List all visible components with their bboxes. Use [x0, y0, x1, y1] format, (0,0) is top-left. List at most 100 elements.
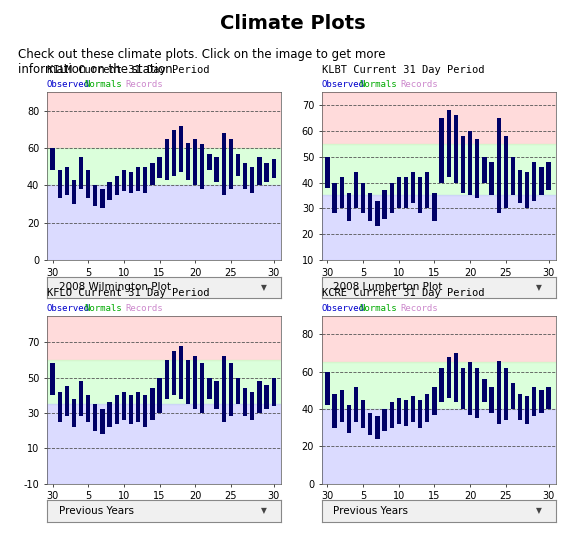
- Bar: [525, 172, 529, 209]
- Bar: [325, 157, 329, 188]
- Bar: [497, 118, 501, 214]
- Bar: [411, 172, 415, 203]
- Bar: [157, 378, 161, 413]
- Bar: [511, 383, 515, 409]
- Bar: [129, 172, 133, 193]
- Bar: [236, 378, 240, 404]
- Bar: [47, 92, 281, 148]
- Bar: [432, 387, 436, 415]
- Text: 2008 Wilmington Plot: 2008 Wilmington Plot: [58, 282, 170, 292]
- Bar: [532, 387, 536, 416]
- Bar: [375, 416, 380, 439]
- Bar: [383, 409, 387, 432]
- Bar: [322, 92, 556, 144]
- Bar: [143, 167, 147, 193]
- Bar: [468, 131, 472, 196]
- Bar: [368, 193, 373, 221]
- Text: Records: Records: [401, 80, 438, 89]
- Text: Observed: Observed: [47, 304, 90, 313]
- Bar: [322, 196, 556, 260]
- Bar: [236, 154, 240, 176]
- Bar: [425, 172, 429, 209]
- Bar: [115, 176, 119, 195]
- Text: ▼: ▼: [536, 283, 542, 292]
- Bar: [490, 387, 494, 413]
- Bar: [79, 158, 83, 189]
- Bar: [229, 363, 233, 416]
- Bar: [347, 193, 351, 221]
- Bar: [322, 362, 556, 409]
- Bar: [390, 401, 394, 428]
- Text: ▼: ▼: [536, 506, 542, 515]
- Bar: [157, 158, 161, 178]
- Text: Normals: Normals: [360, 304, 397, 313]
- Bar: [468, 362, 472, 415]
- Bar: [108, 182, 112, 200]
- Text: 2008 Lumberton Plot: 2008 Lumberton Plot: [333, 282, 443, 292]
- X-axis label: January 2010: January 2010: [407, 279, 471, 289]
- Bar: [439, 368, 444, 401]
- Text: ▼: ▼: [261, 506, 267, 515]
- Bar: [257, 158, 261, 186]
- Bar: [136, 167, 140, 191]
- Text: KLBT Current 31 Day Period: KLBT Current 31 Day Period: [322, 65, 484, 75]
- Bar: [193, 139, 197, 186]
- Bar: [446, 357, 451, 398]
- Bar: [72, 399, 76, 427]
- Bar: [122, 392, 126, 420]
- Text: KCRE Current 31 Day Period: KCRE Current 31 Day Period: [322, 288, 484, 299]
- Bar: [264, 163, 269, 182]
- Bar: [404, 177, 408, 209]
- Bar: [100, 409, 105, 434]
- Bar: [446, 110, 451, 177]
- Bar: [164, 139, 169, 180]
- Bar: [322, 144, 556, 196]
- Bar: [193, 357, 197, 409]
- Bar: [207, 378, 212, 399]
- Bar: [250, 167, 254, 193]
- X-axis label: January 2010: January 2010: [132, 279, 196, 289]
- Bar: [257, 381, 261, 413]
- Bar: [179, 126, 183, 172]
- Bar: [475, 139, 480, 198]
- Text: Observed: Observed: [322, 304, 365, 313]
- Text: Climate Plots: Climate Plots: [220, 14, 365, 33]
- Bar: [475, 368, 480, 418]
- Bar: [215, 158, 219, 182]
- Text: Records: Records: [126, 80, 163, 89]
- Bar: [50, 363, 54, 395]
- Bar: [50, 148, 54, 170]
- Bar: [179, 346, 183, 399]
- Bar: [136, 392, 140, 421]
- Bar: [186, 360, 190, 404]
- Bar: [250, 392, 254, 420]
- Bar: [332, 394, 337, 428]
- Bar: [454, 116, 458, 183]
- Bar: [129, 395, 133, 424]
- Bar: [347, 405, 351, 433]
- Bar: [47, 316, 281, 360]
- Bar: [215, 381, 219, 409]
- Bar: [383, 190, 387, 219]
- Text: Normals: Normals: [85, 80, 122, 89]
- Bar: [57, 392, 62, 421]
- Bar: [490, 162, 494, 196]
- Text: Observed: Observed: [322, 80, 365, 89]
- Bar: [497, 361, 501, 424]
- Bar: [375, 201, 380, 226]
- Text: Records: Records: [401, 304, 438, 313]
- Bar: [200, 363, 205, 413]
- Text: Observed: Observed: [47, 80, 90, 89]
- Bar: [332, 183, 337, 214]
- Bar: [93, 186, 98, 206]
- Text: Normals: Normals: [85, 304, 122, 313]
- Bar: [325, 372, 329, 405]
- Bar: [546, 162, 550, 190]
- Bar: [361, 183, 365, 214]
- Bar: [539, 167, 543, 196]
- Bar: [504, 368, 508, 420]
- Bar: [271, 159, 276, 178]
- Bar: [143, 395, 147, 427]
- Bar: [222, 133, 226, 195]
- Bar: [411, 396, 415, 422]
